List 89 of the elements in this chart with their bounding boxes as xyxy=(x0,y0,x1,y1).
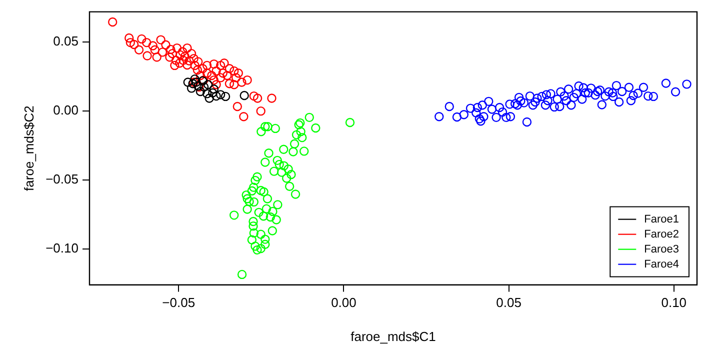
point xyxy=(277,168,286,177)
point xyxy=(304,112,314,122)
point xyxy=(203,80,213,90)
x-tick-label: −0.05 xyxy=(162,295,196,310)
y-tick-label: −0.05 xyxy=(46,172,78,187)
point xyxy=(260,234,270,244)
point xyxy=(256,230,266,239)
x-tick-label: 0.00 xyxy=(331,295,356,310)
point xyxy=(240,90,249,100)
point xyxy=(192,78,201,87)
point xyxy=(256,244,266,254)
point xyxy=(290,139,300,148)
point xyxy=(288,147,298,156)
point xyxy=(296,118,305,128)
point xyxy=(242,204,252,214)
point xyxy=(284,182,294,191)
point xyxy=(290,190,300,199)
point xyxy=(254,208,264,218)
point xyxy=(264,148,274,158)
x-tick-label: 0.05 xyxy=(496,295,522,310)
point xyxy=(249,197,259,207)
legend-label: Faroe2 xyxy=(644,228,680,240)
point xyxy=(244,196,254,206)
point xyxy=(274,160,284,170)
y-axis-title: faroe_mds$C2 xyxy=(21,106,36,191)
point xyxy=(258,212,268,221)
y-tick-label: −0.10 xyxy=(46,240,78,256)
y-tick-label: 0.00 xyxy=(53,102,78,118)
point xyxy=(272,156,282,166)
point xyxy=(273,200,282,210)
point xyxy=(269,166,279,176)
point xyxy=(256,127,266,136)
point xyxy=(282,174,292,183)
point xyxy=(286,170,296,180)
point xyxy=(204,94,214,103)
point xyxy=(183,78,192,87)
point xyxy=(292,130,302,140)
point xyxy=(250,242,260,251)
point xyxy=(230,210,239,220)
point xyxy=(252,172,262,182)
point xyxy=(259,187,268,196)
point xyxy=(242,190,251,200)
point xyxy=(311,123,320,133)
legend-label: Faroe4 xyxy=(644,258,680,270)
point xyxy=(190,74,200,84)
point xyxy=(260,122,270,132)
point xyxy=(270,124,280,134)
point xyxy=(186,84,196,93)
point xyxy=(216,90,226,100)
point xyxy=(262,194,272,204)
point xyxy=(237,270,247,280)
point xyxy=(247,235,257,244)
point xyxy=(250,176,260,186)
point xyxy=(256,186,266,196)
point xyxy=(260,158,270,167)
point xyxy=(208,88,218,98)
point xyxy=(279,144,288,154)
x-tick-label: 0.10 xyxy=(661,295,687,310)
point xyxy=(260,240,270,249)
point xyxy=(242,194,252,204)
point xyxy=(247,186,257,196)
point xyxy=(252,245,262,255)
point xyxy=(202,89,212,98)
point xyxy=(296,127,306,136)
x-axis-title: faroe_mds$C1 xyxy=(350,328,436,344)
point xyxy=(212,91,221,101)
point xyxy=(272,215,281,224)
legend-label: Faroe3 xyxy=(644,243,680,256)
point xyxy=(300,146,309,156)
point xyxy=(248,221,258,231)
point xyxy=(248,182,258,192)
point xyxy=(199,82,209,92)
point xyxy=(209,84,219,94)
point xyxy=(279,161,289,170)
point xyxy=(268,226,278,236)
point xyxy=(268,206,278,216)
point xyxy=(249,228,259,238)
point xyxy=(196,86,206,96)
point xyxy=(263,122,272,132)
point xyxy=(298,132,307,142)
point xyxy=(284,164,293,174)
legend-label: Faroe1 xyxy=(644,213,680,226)
point xyxy=(220,92,230,102)
point xyxy=(262,204,272,214)
point xyxy=(294,120,304,130)
point xyxy=(248,216,258,226)
y-tick-label: 0.05 xyxy=(53,34,78,49)
point xyxy=(345,118,355,128)
point xyxy=(266,212,276,222)
